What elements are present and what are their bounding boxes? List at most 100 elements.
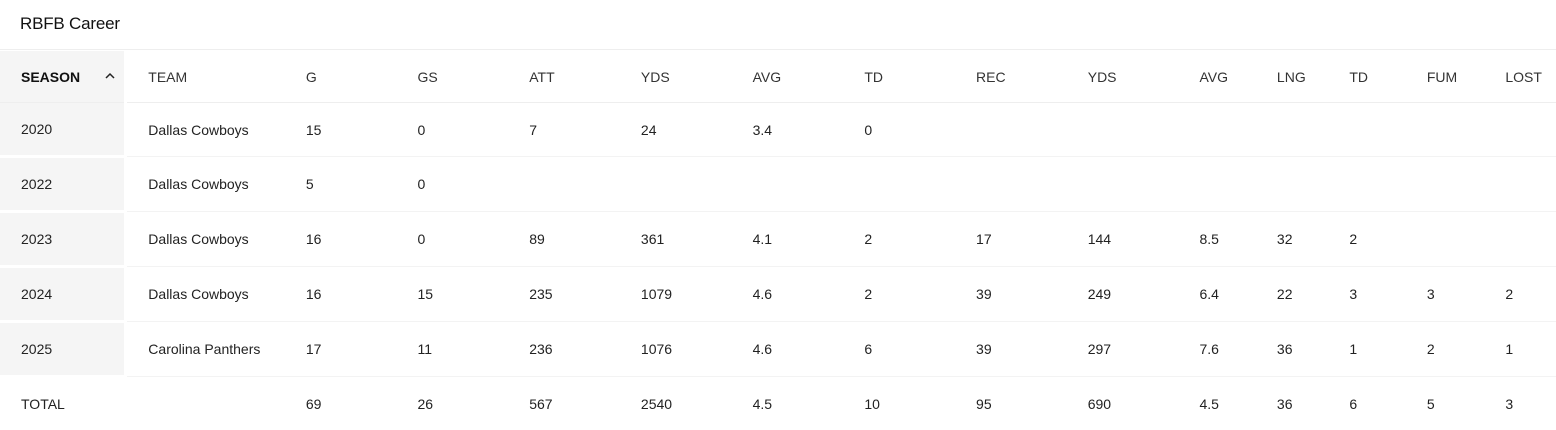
cell-rush-td: 0 (843, 103, 955, 157)
cell-rush-td: 2 (843, 212, 955, 267)
cell-lost: 2 (1484, 267, 1556, 322)
cell-rec-yds: 690 (1067, 377, 1179, 430)
cell-rush-td: 10 (843, 377, 955, 430)
column-header-rec[interactable]: REC (955, 51, 1067, 103)
cell-team: Dallas Cowboys (126, 157, 285, 212)
cell-rec-yds (1067, 157, 1179, 212)
cell-fum: 2 (1406, 322, 1485, 377)
cell-rec-yds (1067, 103, 1179, 157)
cell-rec-td: 1 (1328, 322, 1405, 377)
cell-fum (1406, 212, 1485, 267)
cell-lng: 32 (1256, 212, 1328, 267)
cell-rec-td: 3 (1328, 267, 1405, 322)
cell-lost (1484, 157, 1556, 212)
cell-lost: 1 (1484, 322, 1556, 377)
cell-season: 2022 (0, 157, 126, 212)
cell-rec-avg: 6.4 (1178, 267, 1255, 322)
cell-rec-avg (1178, 103, 1255, 157)
column-header-fum[interactable]: FUM (1406, 51, 1485, 103)
column-header-rec-avg[interactable]: AVG (1178, 51, 1255, 103)
cell-rec-yds: 297 (1067, 322, 1179, 377)
cell-fum: 3 (1406, 267, 1485, 322)
cell-lost: 3 (1484, 377, 1556, 430)
cell-rush-att: 7 (508, 103, 620, 157)
table-body: 2020 Dallas Cowboys 15 0 7 24 3.4 0 2022… (0, 103, 1556, 430)
cell-rush-avg (732, 157, 844, 212)
cell-lng (1256, 103, 1328, 157)
cell-rec: 39 (955, 267, 1067, 322)
column-header-season[interactable]: SEASON (0, 51, 126, 103)
cell-team: Dallas Cowboys (126, 103, 285, 157)
cell-rush-td: 2 (843, 267, 955, 322)
table-header: SEASON TEAM G GS ATT YDS AVG TD REC YDS … (0, 51, 1556, 103)
cell-rec-td: 2 (1328, 212, 1405, 267)
cell-rush-avg: 3.4 (732, 103, 844, 157)
cell-rush-avg: 4.5 (732, 377, 844, 430)
cell-rec-yds: 249 (1067, 267, 1179, 322)
cell-g: 69 (285, 377, 397, 430)
cell-rush-yds: 2540 (620, 377, 732, 430)
cell-rush-avg: 4.6 (732, 322, 844, 377)
table-row: 2024 Dallas Cowboys 16 15 235 1079 4.6 2… (0, 267, 1556, 322)
cell-g: 15 (285, 103, 397, 157)
cell-season: 2025 (0, 322, 126, 377)
cell-rec-td (1328, 103, 1405, 157)
column-header-rec-td[interactable]: TD (1328, 51, 1405, 103)
column-header-g[interactable]: G (285, 51, 397, 103)
cell-g: 16 (285, 212, 397, 267)
cell-season: 2024 (0, 267, 126, 322)
cell-rec-td: 6 (1328, 377, 1405, 430)
cell-fum: 5 (1406, 377, 1485, 430)
cell-rec-avg: 8.5 (1178, 212, 1255, 267)
cell-fum (1406, 103, 1485, 157)
title-divider (0, 49, 1556, 50)
cell-gs: 0 (397, 103, 509, 157)
card-title: RBFB Career (20, 14, 120, 34)
cell-rec-avg: 7.6 (1178, 322, 1255, 377)
column-header-rush-avg[interactable]: AVG (732, 51, 844, 103)
cell-rush-avg: 4.1 (732, 212, 844, 267)
cell-gs: 15 (397, 267, 509, 322)
column-header-lost[interactable]: LOST (1484, 51, 1556, 103)
cell-g: 5 (285, 157, 397, 212)
cell-g: 16 (285, 267, 397, 322)
cell-gs: 26 (397, 377, 509, 430)
cell-rush-att: 236 (508, 322, 620, 377)
cell-rec: 39 (955, 322, 1067, 377)
table-row: 2020 Dallas Cowboys 15 0 7 24 3.4 0 (0, 103, 1556, 157)
cell-rec: 95 (955, 377, 1067, 430)
column-header-rush-td[interactable]: TD (843, 51, 955, 103)
column-header-rec-yds[interactable]: YDS (1067, 51, 1179, 103)
column-header-rush-att[interactable]: ATT (508, 51, 620, 103)
cell-rush-avg: 4.6 (732, 267, 844, 322)
cell-team: Carolina Panthers (126, 322, 285, 377)
cell-season: TOTAL (0, 377, 126, 430)
cell-fum (1406, 157, 1485, 212)
cell-rush-yds: 1076 (620, 322, 732, 377)
cell-rec (955, 103, 1067, 157)
cell-lng: 36 (1256, 377, 1328, 430)
cell-rush-att: 567 (508, 377, 620, 430)
cell-rush-td (843, 157, 955, 212)
cell-rec-avg (1178, 157, 1255, 212)
header-row: SEASON TEAM G GS ATT YDS AVG TD REC YDS … (0, 51, 1556, 103)
chevron-up-icon[interactable] (104, 70, 116, 82)
column-header-rush-yds[interactable]: YDS (620, 51, 732, 103)
cell-g: 17 (285, 322, 397, 377)
cell-lng (1256, 157, 1328, 212)
table-row: 2022 Dallas Cowboys 5 0 (0, 157, 1556, 212)
column-header-gs[interactable]: GS (397, 51, 509, 103)
cell-gs: 0 (397, 157, 509, 212)
column-header-lng[interactable]: LNG (1256, 51, 1328, 103)
cell-lost (1484, 103, 1556, 157)
cell-rush-td: 6 (843, 322, 955, 377)
cell-gs: 0 (397, 212, 509, 267)
column-header-team[interactable]: TEAM (126, 51, 285, 103)
cell-gs: 11 (397, 322, 509, 377)
column-header-label: SEASON (21, 69, 80, 85)
cell-rush-yds (620, 157, 732, 212)
cell-team (126, 377, 285, 430)
cell-rec (955, 157, 1067, 212)
cell-lng: 36 (1256, 322, 1328, 377)
cell-rush-att: 235 (508, 267, 620, 322)
